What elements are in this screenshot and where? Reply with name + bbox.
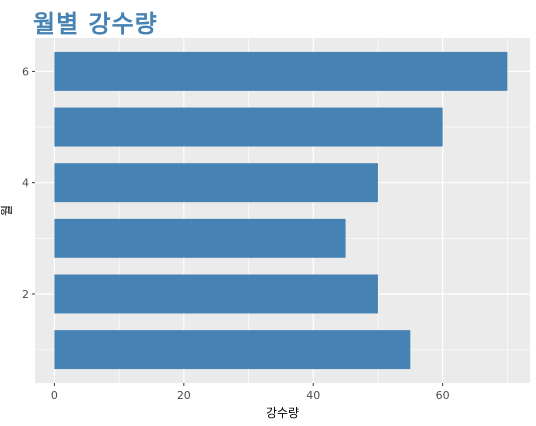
y-axis-title: 월 [0,205,14,216]
bar-month-4 [54,163,378,203]
plot-panel [35,38,530,383]
x-axis-title: 강수량 [266,406,299,420]
bar-month-3 [54,218,346,258]
x-tick-label: 60 [436,389,450,402]
bar-month-1 [54,330,411,370]
bar-month-6 [54,51,508,91]
chart-title: 월별 강수량 [33,10,158,38]
x-tick-label: 0 [51,389,58,402]
y-tick-label: 4 [22,177,29,190]
bar-month-2 [54,274,378,314]
x-tick-label: 40 [306,389,320,402]
y-tick-label: 6 [22,65,29,78]
x-tick-label: 20 [177,389,191,402]
bars-group [54,51,508,370]
y-axis-ticks: 2 4 6 [22,65,35,301]
x-axis-ticks: 0 20 40 60 [51,383,450,402]
bar-month-5 [54,107,443,147]
y-tick-label: 2 [22,288,29,301]
